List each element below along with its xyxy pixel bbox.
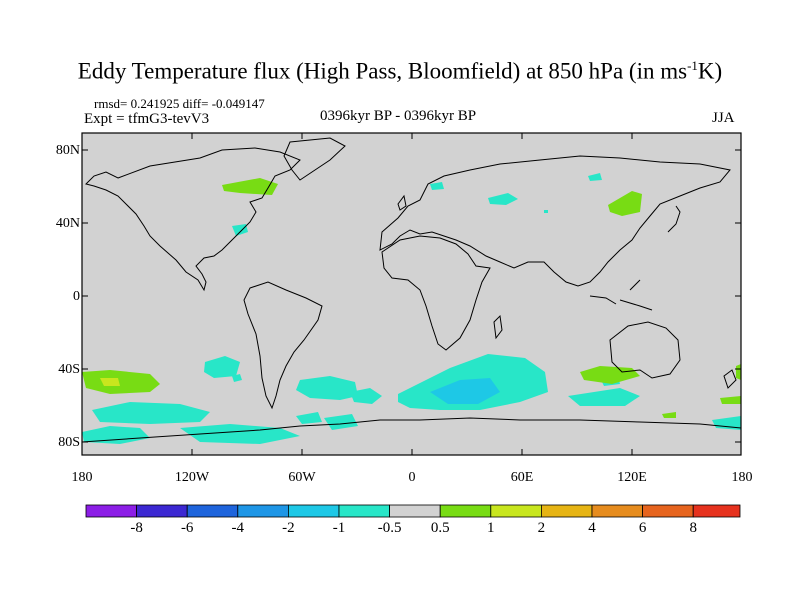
- contour-south-pacific-small: [232, 374, 242, 382]
- colorbar-label: -6: [180, 520, 194, 536]
- coastline-greenland: [283, 137, 346, 181]
- experiment-label: Expt = tfmG3-tevV3: [84, 111, 210, 127]
- contour-south-atlantic-mid-negative: [350, 388, 382, 404]
- lat-label-40n: 40N: [55, 216, 80, 231]
- colorbar-box-3: [186, 504, 239, 518]
- lat-label-80n: 80N: [55, 143, 80, 158]
- contour-siberia-negative: [588, 173, 602, 181]
- coastline-madagascar: [493, 314, 503, 340]
- coastline-new-zealand: [723, 369, 737, 389]
- colorbar-box-9: [490, 504, 542, 518]
- contour-south-atlantic-west-negative: [296, 376, 358, 400]
- colorbar-label: 4: [588, 520, 596, 536]
- axis-ticks: [82, 133, 741, 455]
- plot-title: Eddy Temperature flux (High Pass, Bloomf…: [77, 58, 723, 84]
- contour-central-asia-negative: [544, 210, 548, 213]
- lon-label-180e: 180: [731, 470, 753, 485]
- colorbar-box-6: [338, 504, 390, 518]
- contour-south-pacific-positive: [82, 370, 160, 394]
- colorbar-label: 2: [537, 520, 546, 536]
- contour-east-edge-positive-south: [720, 396, 741, 404]
- contour-antarctic-pacific-negative: [92, 402, 210, 424]
- colorbar-label: 6: [638, 520, 647, 536]
- colorbar-label: 1: [487, 520, 495, 536]
- contour-south-australia-negative: [568, 388, 640, 406]
- lon-label-60w: 60W: [288, 470, 316, 485]
- coastline-south-america: [243, 281, 323, 410]
- contour-south-pacific-positive-core: [100, 378, 120, 386]
- coastline-antarctica: [81, 417, 742, 443]
- colorbar-box-8: [439, 504, 492, 518]
- colorbar: [85, 504, 741, 518]
- colorbar-label: -0.5: [377, 520, 402, 536]
- coastline-indonesia: [589, 279, 653, 311]
- contour-scandinavia-negative: [430, 182, 444, 190]
- coastline-japan: [667, 205, 681, 233]
- lon-label-0: 0: [408, 470, 416, 485]
- coastline-north-america: [85, 147, 301, 292]
- colorbar-label: -4: [231, 520, 245, 536]
- colorbar-box-13: [692, 504, 741, 518]
- colorbar-box-5: [287, 504, 340, 518]
- rmsd-diff-stats: rmsd= 0.241925 diff= -0.049147: [94, 96, 265, 111]
- lon-label-180w: 180: [71, 470, 93, 485]
- lat-label-0: 0: [73, 289, 80, 304]
- lon-label-120e: 120E: [617, 470, 647, 485]
- contour-mongolia-positive: [608, 191, 642, 216]
- colorbar-label: -8: [130, 520, 143, 536]
- coastline-uk: [397, 194, 407, 211]
- colorbar-box-7: [389, 504, 441, 518]
- colorbar-box-10: [541, 504, 593, 518]
- colorbar-box-2: [136, 504, 188, 518]
- colorbar-label: 0.5: [430, 520, 450, 536]
- period-label: 0396kyr BP - 0396kyr BP: [320, 108, 477, 124]
- contour-southern-ocean-positive: [662, 412, 676, 418]
- colorbar-box-11: [591, 504, 643, 518]
- colorbar-box-1: [85, 504, 137, 518]
- lon-label-120w: 120W: [174, 470, 210, 485]
- contour-russia-negative: [488, 193, 518, 205]
- coastlines: [81, 137, 742, 443]
- contour-east-antarctic-negative: [712, 416, 741, 430]
- coastline-eurasia: [379, 155, 731, 287]
- colorbar-box-4: [237, 504, 289, 518]
- colorbar-label: -1: [332, 520, 346, 536]
- contour-weddell-negative: [324, 414, 358, 430]
- colorbar-box-12: [642, 504, 694, 518]
- lat-label-40s: 40S: [58, 362, 80, 377]
- season-label: JJA: [712, 110, 735, 126]
- coastline-australia: [609, 321, 681, 379]
- contour-south-pacific-negative: [204, 356, 240, 378]
- colorbar-label: 8: [689, 520, 697, 536]
- contour-south-indian-positive: [580, 366, 640, 384]
- contour-usa-east-negative: [232, 224, 248, 236]
- contour-antarctic-ross-negative: [82, 426, 150, 444]
- lon-label-60e: 60E: [510, 470, 534, 485]
- contour-drake-negative: [296, 412, 322, 424]
- contour-canada-positive: [222, 178, 278, 195]
- contour-east-edge-positive: [736, 364, 741, 380]
- coastline-africa: [381, 235, 491, 351]
- contour-south-indian-core: [430, 378, 500, 404]
- colorbar-label: -2: [282, 520, 295, 536]
- lat-label-80s: 80S: [58, 435, 80, 450]
